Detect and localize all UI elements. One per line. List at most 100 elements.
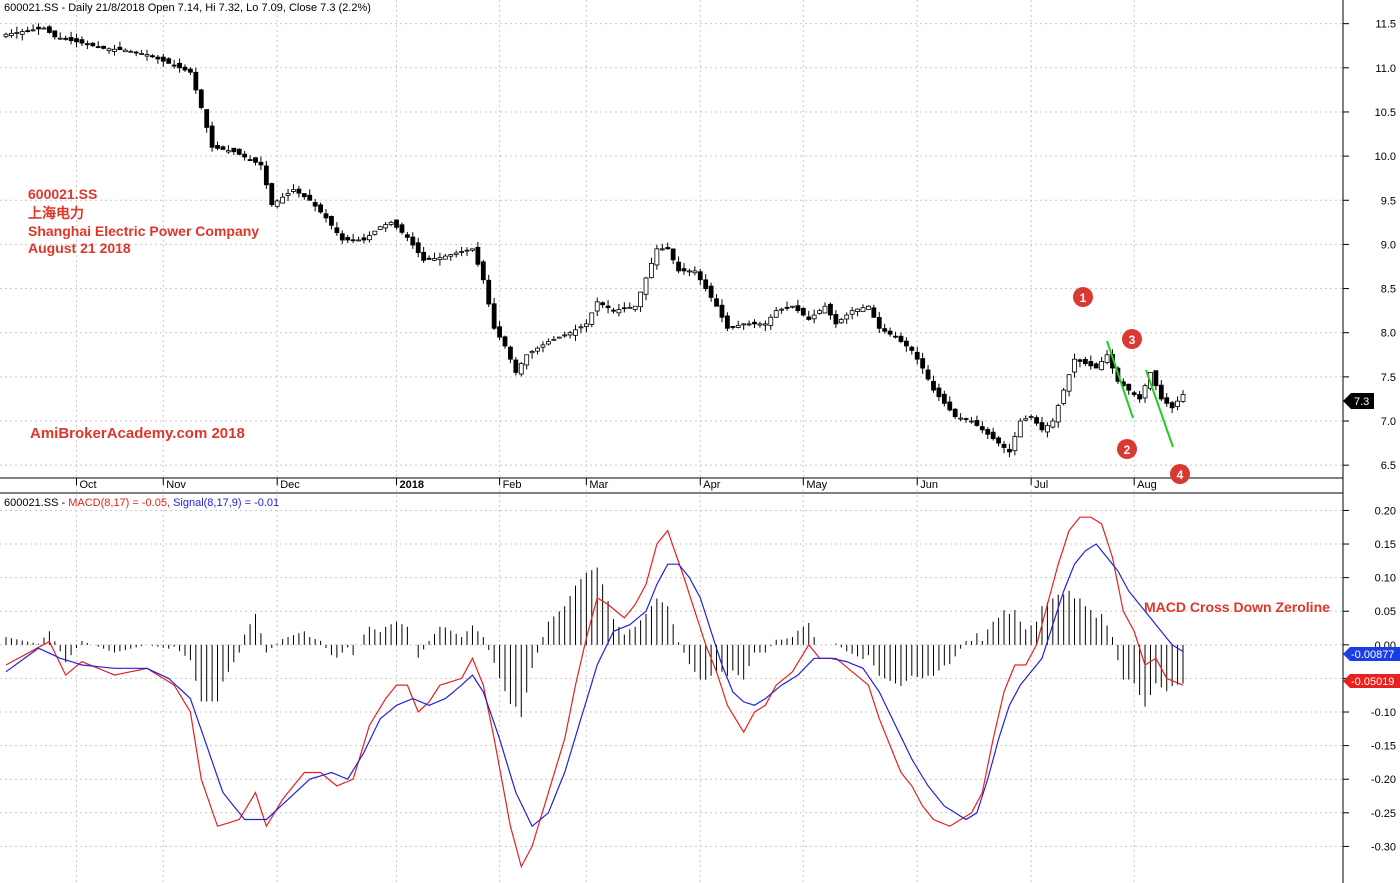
candle-body bbox=[1169, 402, 1175, 409]
marker-4: 4 bbox=[1170, 464, 1190, 484]
candle-body bbox=[464, 249, 470, 252]
price-axis: 11.5 11.0 10.5 10.0 9.5 9.0 8.5 8.0 7.5 7.0 6.5 bbox=[1343, 19, 1396, 472]
candle-body bbox=[795, 305, 801, 312]
candle-body bbox=[556, 336, 562, 339]
candle-body bbox=[1066, 374, 1072, 392]
candle-body bbox=[1142, 385, 1148, 399]
candle-body bbox=[383, 224, 389, 229]
macd-annotation: MACD Cross Down Zeroline bbox=[1144, 599, 1330, 615]
macd-tick-label: -0.25 bbox=[1371, 808, 1396, 820]
candle-body bbox=[350, 239, 356, 242]
candle-body bbox=[1050, 420, 1056, 428]
candle-body bbox=[68, 37, 74, 42]
candle-body bbox=[502, 336, 508, 347]
candle-body bbox=[144, 54, 150, 57]
annotation-company: Shanghai Electric Power Company bbox=[28, 223, 259, 239]
candle-body bbox=[1055, 405, 1061, 423]
macd-tick-label: -0.10 bbox=[1371, 707, 1396, 719]
marker-1: 1 bbox=[1073, 287, 1093, 307]
candle-body bbox=[1137, 394, 1143, 400]
candle-body bbox=[990, 431, 996, 440]
candle-body bbox=[1082, 358, 1088, 365]
candle-body bbox=[746, 323, 752, 326]
signal-value-tag: -0.05019 bbox=[1343, 674, 1400, 688]
candle-body bbox=[1099, 361, 1105, 371]
price-tick-label: 8.0 bbox=[1381, 328, 1396, 340]
macd-tick-label: 0.15 bbox=[1375, 539, 1396, 551]
candle-body bbox=[649, 262, 654, 279]
candle-body bbox=[247, 159, 253, 161]
candle-body bbox=[25, 30, 31, 32]
candle-body bbox=[1001, 443, 1007, 448]
month-label: Feb bbox=[503, 479, 522, 491]
candle-body bbox=[339, 233, 345, 241]
candle-body bbox=[367, 235, 372, 241]
last-price-tag: 7.3 bbox=[1343, 393, 1374, 409]
candle-body bbox=[318, 204, 323, 213]
candle-body bbox=[57, 37, 63, 40]
macd-header: 600021.SS - MACD(8,17) = -0.05, Signal(8… bbox=[4, 497, 279, 509]
price-tick-label: 10.5 bbox=[1375, 107, 1396, 119]
candle-body bbox=[166, 58, 172, 64]
candle-body bbox=[74, 38, 79, 43]
candle-body bbox=[979, 426, 985, 431]
candle-body bbox=[844, 314, 850, 320]
candle-body bbox=[361, 237, 367, 241]
candle-body bbox=[627, 306, 633, 309]
candle-body bbox=[616, 309, 622, 314]
candle-body bbox=[448, 254, 454, 257]
candle-body bbox=[1072, 358, 1077, 373]
candle-body bbox=[768, 316, 774, 326]
annotation-name-cn: 上海电力 bbox=[28, 205, 84, 221]
month-label: Apr bbox=[703, 479, 720, 491]
candle-body bbox=[280, 196, 286, 204]
candle-body bbox=[296, 188, 302, 194]
candle-body bbox=[925, 369, 931, 380]
price-tick-label: 9.5 bbox=[1381, 195, 1396, 207]
candle-body bbox=[491, 303, 497, 329]
candle-body bbox=[139, 53, 144, 55]
candle-body bbox=[421, 251, 427, 261]
macd-value-tag: -0.00877 bbox=[1343, 647, 1400, 661]
macd-tick-label: 0.20 bbox=[1375, 505, 1396, 517]
candle-body bbox=[106, 48, 112, 52]
candle-body bbox=[784, 306, 790, 309]
candle-body bbox=[833, 314, 839, 325]
candle-body bbox=[263, 165, 269, 186]
candle-body bbox=[773, 310, 779, 318]
candle-body bbox=[41, 27, 47, 30]
candle-body bbox=[426, 257, 432, 260]
candle-body bbox=[1126, 383, 1132, 391]
candle-body bbox=[909, 346, 915, 351]
month-label: Aug bbox=[1137, 479, 1157, 491]
candle-body bbox=[562, 334, 568, 337]
signal-header-label: Signal(8,17,9) = -0.01 bbox=[173, 497, 279, 509]
candle-body bbox=[84, 43, 90, 46]
candle-body bbox=[996, 437, 1001, 444]
candle-body bbox=[589, 312, 595, 325]
trendline-1 bbox=[1106, 340, 1134, 419]
candle-body bbox=[535, 347, 540, 352]
svg-text:1: 1 bbox=[1080, 291, 1087, 305]
candle-body bbox=[692, 270, 698, 274]
svg-text:4: 4 bbox=[1177, 468, 1184, 482]
candle-body bbox=[453, 252, 459, 255]
macd-header-label: MACD(8,17) = -0.05, bbox=[68, 497, 173, 509]
candle-body bbox=[291, 189, 296, 192]
candle-body bbox=[703, 279, 709, 289]
svg-text:3: 3 bbox=[1129, 333, 1136, 347]
candle-body bbox=[1175, 400, 1180, 407]
candle-body bbox=[399, 224, 405, 233]
candle-body bbox=[518, 363, 524, 375]
candle-body bbox=[529, 351, 535, 354]
price-tick-label: 11.0 bbox=[1375, 63, 1396, 75]
candle-body bbox=[855, 308, 860, 312]
candle-body bbox=[730, 326, 736, 328]
candle-body bbox=[1093, 363, 1099, 369]
candle-body bbox=[52, 30, 58, 38]
candle-body bbox=[1034, 417, 1039, 424]
candle-body bbox=[122, 49, 128, 53]
candle-body bbox=[19, 31, 25, 35]
candle-body bbox=[1017, 420, 1023, 438]
candle-body bbox=[323, 213, 329, 219]
